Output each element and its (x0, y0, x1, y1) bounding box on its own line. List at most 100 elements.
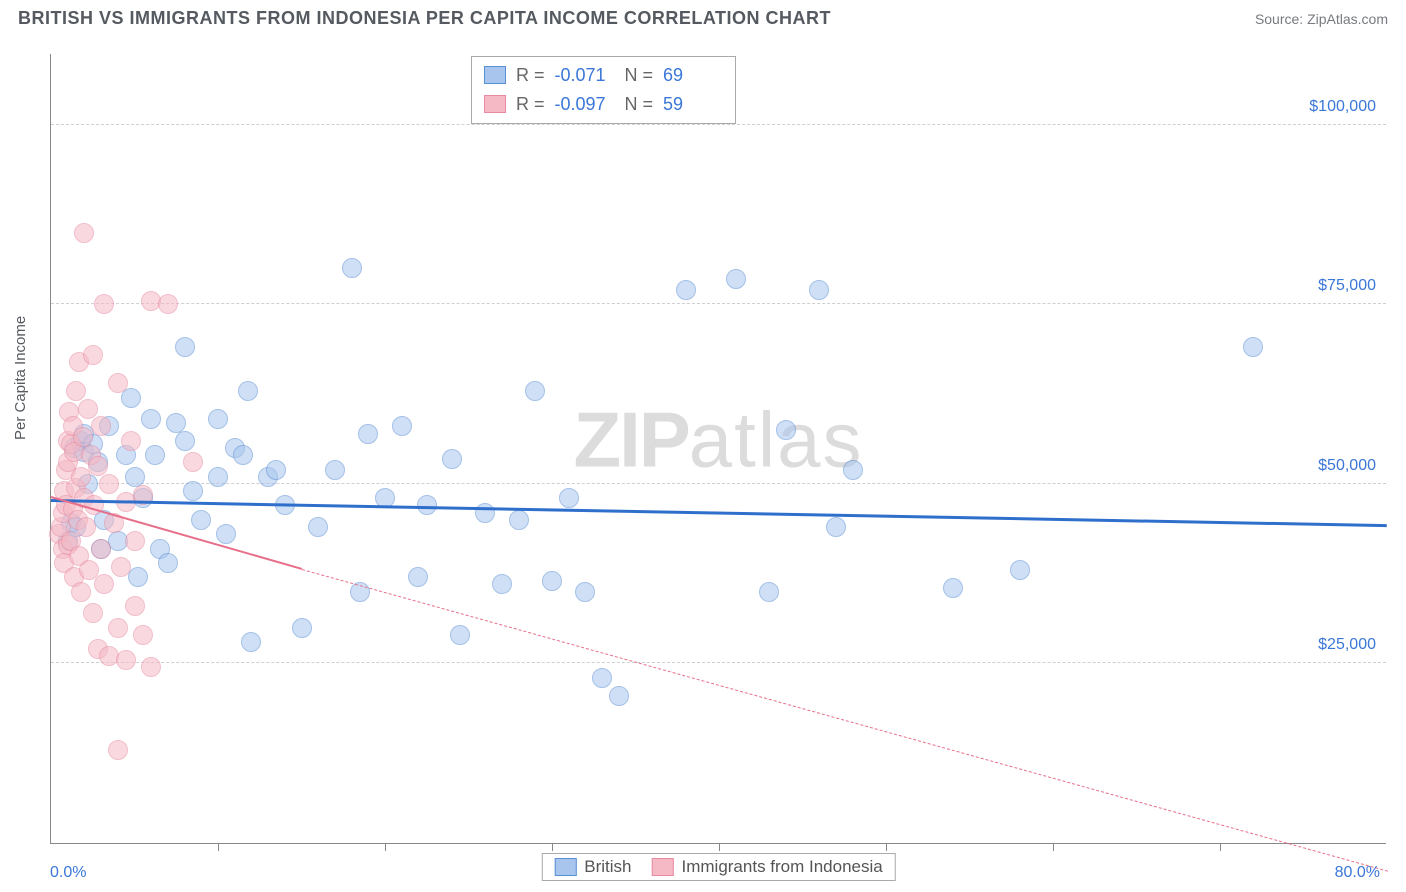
scatter-point (509, 510, 529, 530)
scatter-point (492, 574, 512, 594)
scatter-point (121, 431, 141, 451)
n-label: N = (625, 61, 654, 90)
trend-line (301, 569, 1387, 872)
scatter-point (83, 345, 103, 365)
scatter-point (208, 467, 228, 487)
scatter-point (94, 574, 114, 594)
x-tick (886, 843, 887, 851)
scatter-point (726, 269, 746, 289)
scatter-point (342, 258, 362, 278)
scatter-point (108, 373, 128, 393)
scatter-point (1243, 337, 1263, 357)
scatter-point (108, 618, 128, 638)
scatter-point (392, 416, 412, 436)
source-label: Source: ZipAtlas.com (1255, 11, 1388, 27)
scatter-point (241, 632, 261, 652)
scatter-point (111, 557, 131, 577)
chart-title: BRITISH VS IMMIGRANTS FROM INDONESIA PER… (18, 8, 831, 29)
scatter-point (525, 381, 545, 401)
r-label: R = (516, 61, 545, 90)
x-tick (552, 843, 553, 851)
scatter-point (91, 416, 111, 436)
scatter-point (83, 603, 103, 623)
scatter-point (475, 503, 495, 523)
chart-plot-area: ZIPatlas R =-0.071N =69R =-0.097N =59 Br… (50, 54, 1386, 844)
scatter-point (308, 517, 328, 537)
y-tick-label: $75,000 (1318, 277, 1376, 295)
scatter-point (408, 567, 428, 587)
y-axis-label: Per Capita Income (12, 316, 29, 440)
scatter-point (809, 280, 829, 300)
scatter-point (74, 223, 94, 243)
scatter-point (233, 445, 253, 465)
scatter-point (99, 474, 119, 494)
scatter-point (575, 582, 595, 602)
scatter-point (826, 517, 846, 537)
x-axis-end-label: 80.0% (1335, 864, 1380, 882)
scatter-point (158, 553, 178, 573)
scatter-point (91, 539, 111, 559)
scatter-point (450, 625, 470, 645)
x-axis-start-label: 0.0% (50, 864, 86, 882)
scatter-point (183, 452, 203, 472)
x-tick (719, 843, 720, 851)
scatter-point (759, 582, 779, 602)
trend-line (51, 499, 1387, 527)
x-tick (218, 843, 219, 851)
scatter-point (238, 381, 258, 401)
scatter-point (88, 456, 108, 476)
scatter-point (609, 686, 629, 706)
scatter-point (78, 399, 98, 419)
scatter-point (183, 481, 203, 501)
watermark-text: ZIPatlas (573, 394, 863, 485)
legend-swatch (554, 858, 576, 876)
scatter-point (66, 381, 86, 401)
correlation-stats-box: R = -0.071 N = 69 R = -0.097 N = 59 (471, 56, 736, 124)
n-value: 59 (663, 90, 723, 119)
scatter-point (843, 460, 863, 480)
scatter-point (1010, 560, 1030, 580)
scatter-point (175, 431, 195, 451)
legend-label: Immigrants from Indonesia (681, 857, 882, 877)
scatter-point (141, 657, 161, 677)
r-value: -0.097 (555, 90, 615, 119)
scatter-point (676, 280, 696, 300)
scatter-point (776, 420, 796, 440)
legend-label: British (584, 857, 631, 877)
y-tick-label: $25,000 (1318, 636, 1376, 654)
scatter-point (128, 567, 148, 587)
scatter-point (158, 294, 178, 314)
gridline (51, 483, 1386, 484)
scatter-point (592, 668, 612, 688)
scatter-point (71, 582, 91, 602)
r-label: R = (516, 90, 545, 119)
scatter-point (358, 424, 378, 444)
scatter-point (116, 650, 136, 670)
stats-row: R = -0.071 N = 69 (484, 61, 723, 90)
scatter-point (442, 449, 462, 469)
scatter-point (943, 578, 963, 598)
n-label: N = (625, 90, 654, 119)
n-value: 69 (663, 61, 723, 90)
scatter-point (125, 596, 145, 616)
legend-swatch (484, 95, 506, 113)
scatter-point (175, 337, 195, 357)
legend-swatch (651, 858, 673, 876)
legend-item: Immigrants from Indonesia (651, 857, 882, 877)
scatter-point (133, 625, 153, 645)
scatter-point (125, 531, 145, 551)
watermark-light: atlas (689, 395, 864, 483)
scatter-point (208, 409, 228, 429)
scatter-point (325, 460, 345, 480)
series-legend: British Immigrants from Indonesia (541, 853, 895, 881)
scatter-point (292, 618, 312, 638)
watermark-bold: ZIP (573, 395, 688, 483)
scatter-point (216, 524, 236, 544)
gridline (51, 662, 1386, 663)
scatter-point (559, 488, 579, 508)
r-value: -0.071 (555, 61, 615, 90)
y-tick-label: $50,000 (1318, 457, 1376, 475)
x-tick (1053, 843, 1054, 851)
scatter-point (266, 460, 286, 480)
scatter-point (108, 740, 128, 760)
